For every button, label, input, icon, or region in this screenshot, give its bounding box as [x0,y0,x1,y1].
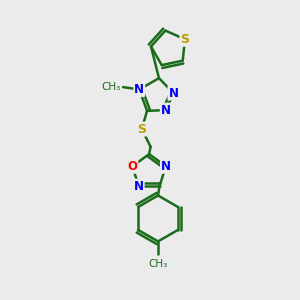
Text: N: N [134,180,144,193]
Text: S: S [137,123,146,136]
Text: O: O [127,160,137,173]
Text: CH₃: CH₃ [148,259,168,269]
Text: N: N [134,83,144,96]
Text: N: N [161,104,171,117]
Text: S: S [180,33,189,46]
Text: N: N [168,87,178,100]
Text: CH₃: CH₃ [101,82,121,92]
Text: N: N [161,160,171,173]
